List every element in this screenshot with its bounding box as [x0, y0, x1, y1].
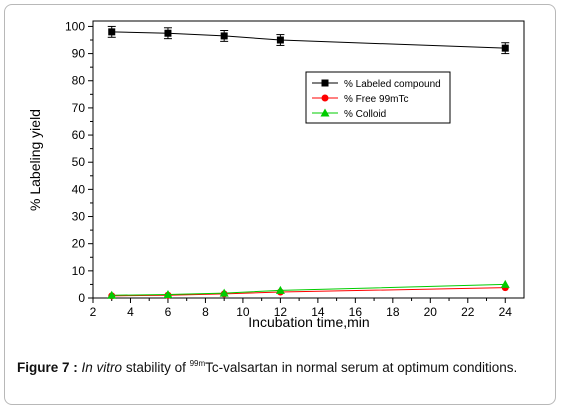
y-tick-label: 30 [72, 210, 86, 224]
data-point-s0-4 [501, 44, 509, 52]
caption-superscript: 99m [189, 359, 206, 368]
x-tick-label: 8 [202, 305, 209, 319]
x-tick-label: 24 [499, 305, 513, 319]
x-axis-label: Incubation time,min [248, 314, 369, 330]
x-tick-label: 10 [236, 305, 250, 319]
legend: % Labeled compound % Free 99mTc % Colloid [305, 71, 451, 124]
figure-frame [4, 4, 556, 405]
legend-label-2: % Colloid [344, 109, 386, 120]
legend-marker-0 [321, 79, 329, 87]
legend-label-1: % Free 99mTc [344, 94, 408, 105]
data-point-s2-1 [163, 289, 173, 298]
x-tick-label: 2 [90, 305, 97, 319]
chart: 2 4 6 8 10 12 14 16 18 20 22 2401020304050607080901… [27, 19, 525, 330]
caption-text-2: Tc-valsartan in normal serum at optimum … [205, 360, 518, 375]
data-point-s0-1 [164, 29, 172, 37]
y-tick-label: 0 [78, 291, 85, 305]
y-tick-label: 60 [72, 128, 86, 142]
y-axis-label: % Labeling yield [27, 109, 43, 211]
y-tick-label: 80 [72, 74, 86, 88]
legend-marker-1 [321, 94, 329, 102]
y-tick-label: 40 [72, 182, 86, 196]
x-tick-label: 4 [127, 305, 134, 319]
x-tick-label: 18 [386, 305, 400, 319]
y-tick-label: 10 [72, 264, 86, 278]
y-tick-label: 100 [65, 19, 85, 33]
legend-marker-2 [320, 108, 330, 117]
figure-caption: Figure 7 : In vitro stability of 99mTc-v… [17, 359, 539, 376]
data-point-s2-4 [500, 279, 510, 288]
data-point-s2-2 [219, 288, 229, 297]
caption-text-1: stability of [125, 360, 186, 375]
x-tick-label: 14 [311, 305, 325, 319]
x-tick-label: 6 [165, 305, 172, 319]
data-point-s2-3 [275, 285, 285, 294]
plot-area [92, 20, 525, 299]
x-tick-label: 22 [461, 305, 475, 319]
y-tick-label: 90 [72, 47, 86, 61]
data-point-s0-0 [108, 28, 116, 36]
data-point-s0-2 [220, 32, 228, 40]
data-point-s0-3 [276, 36, 284, 44]
y-tick-label: 70 [72, 101, 86, 115]
caption-label: Figure 7 : [17, 360, 78, 375]
legend-label-0: % Labeled compound [344, 79, 441, 90]
data-point-s2-0 [107, 290, 117, 299]
caption-italic: In vitro [81, 360, 123, 375]
y-tick-label: 20 [72, 237, 86, 251]
x-tick-label: 16 [349, 305, 363, 319]
y-tick-label: 50 [72, 155, 86, 169]
x-tick-label: 20 [424, 305, 438, 319]
x-tick-label: 12 [274, 305, 288, 319]
